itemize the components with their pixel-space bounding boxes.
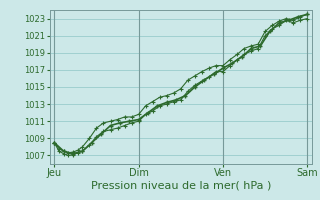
X-axis label: Pression niveau de la mer( hPa ): Pression niveau de la mer( hPa ) bbox=[91, 181, 271, 191]
